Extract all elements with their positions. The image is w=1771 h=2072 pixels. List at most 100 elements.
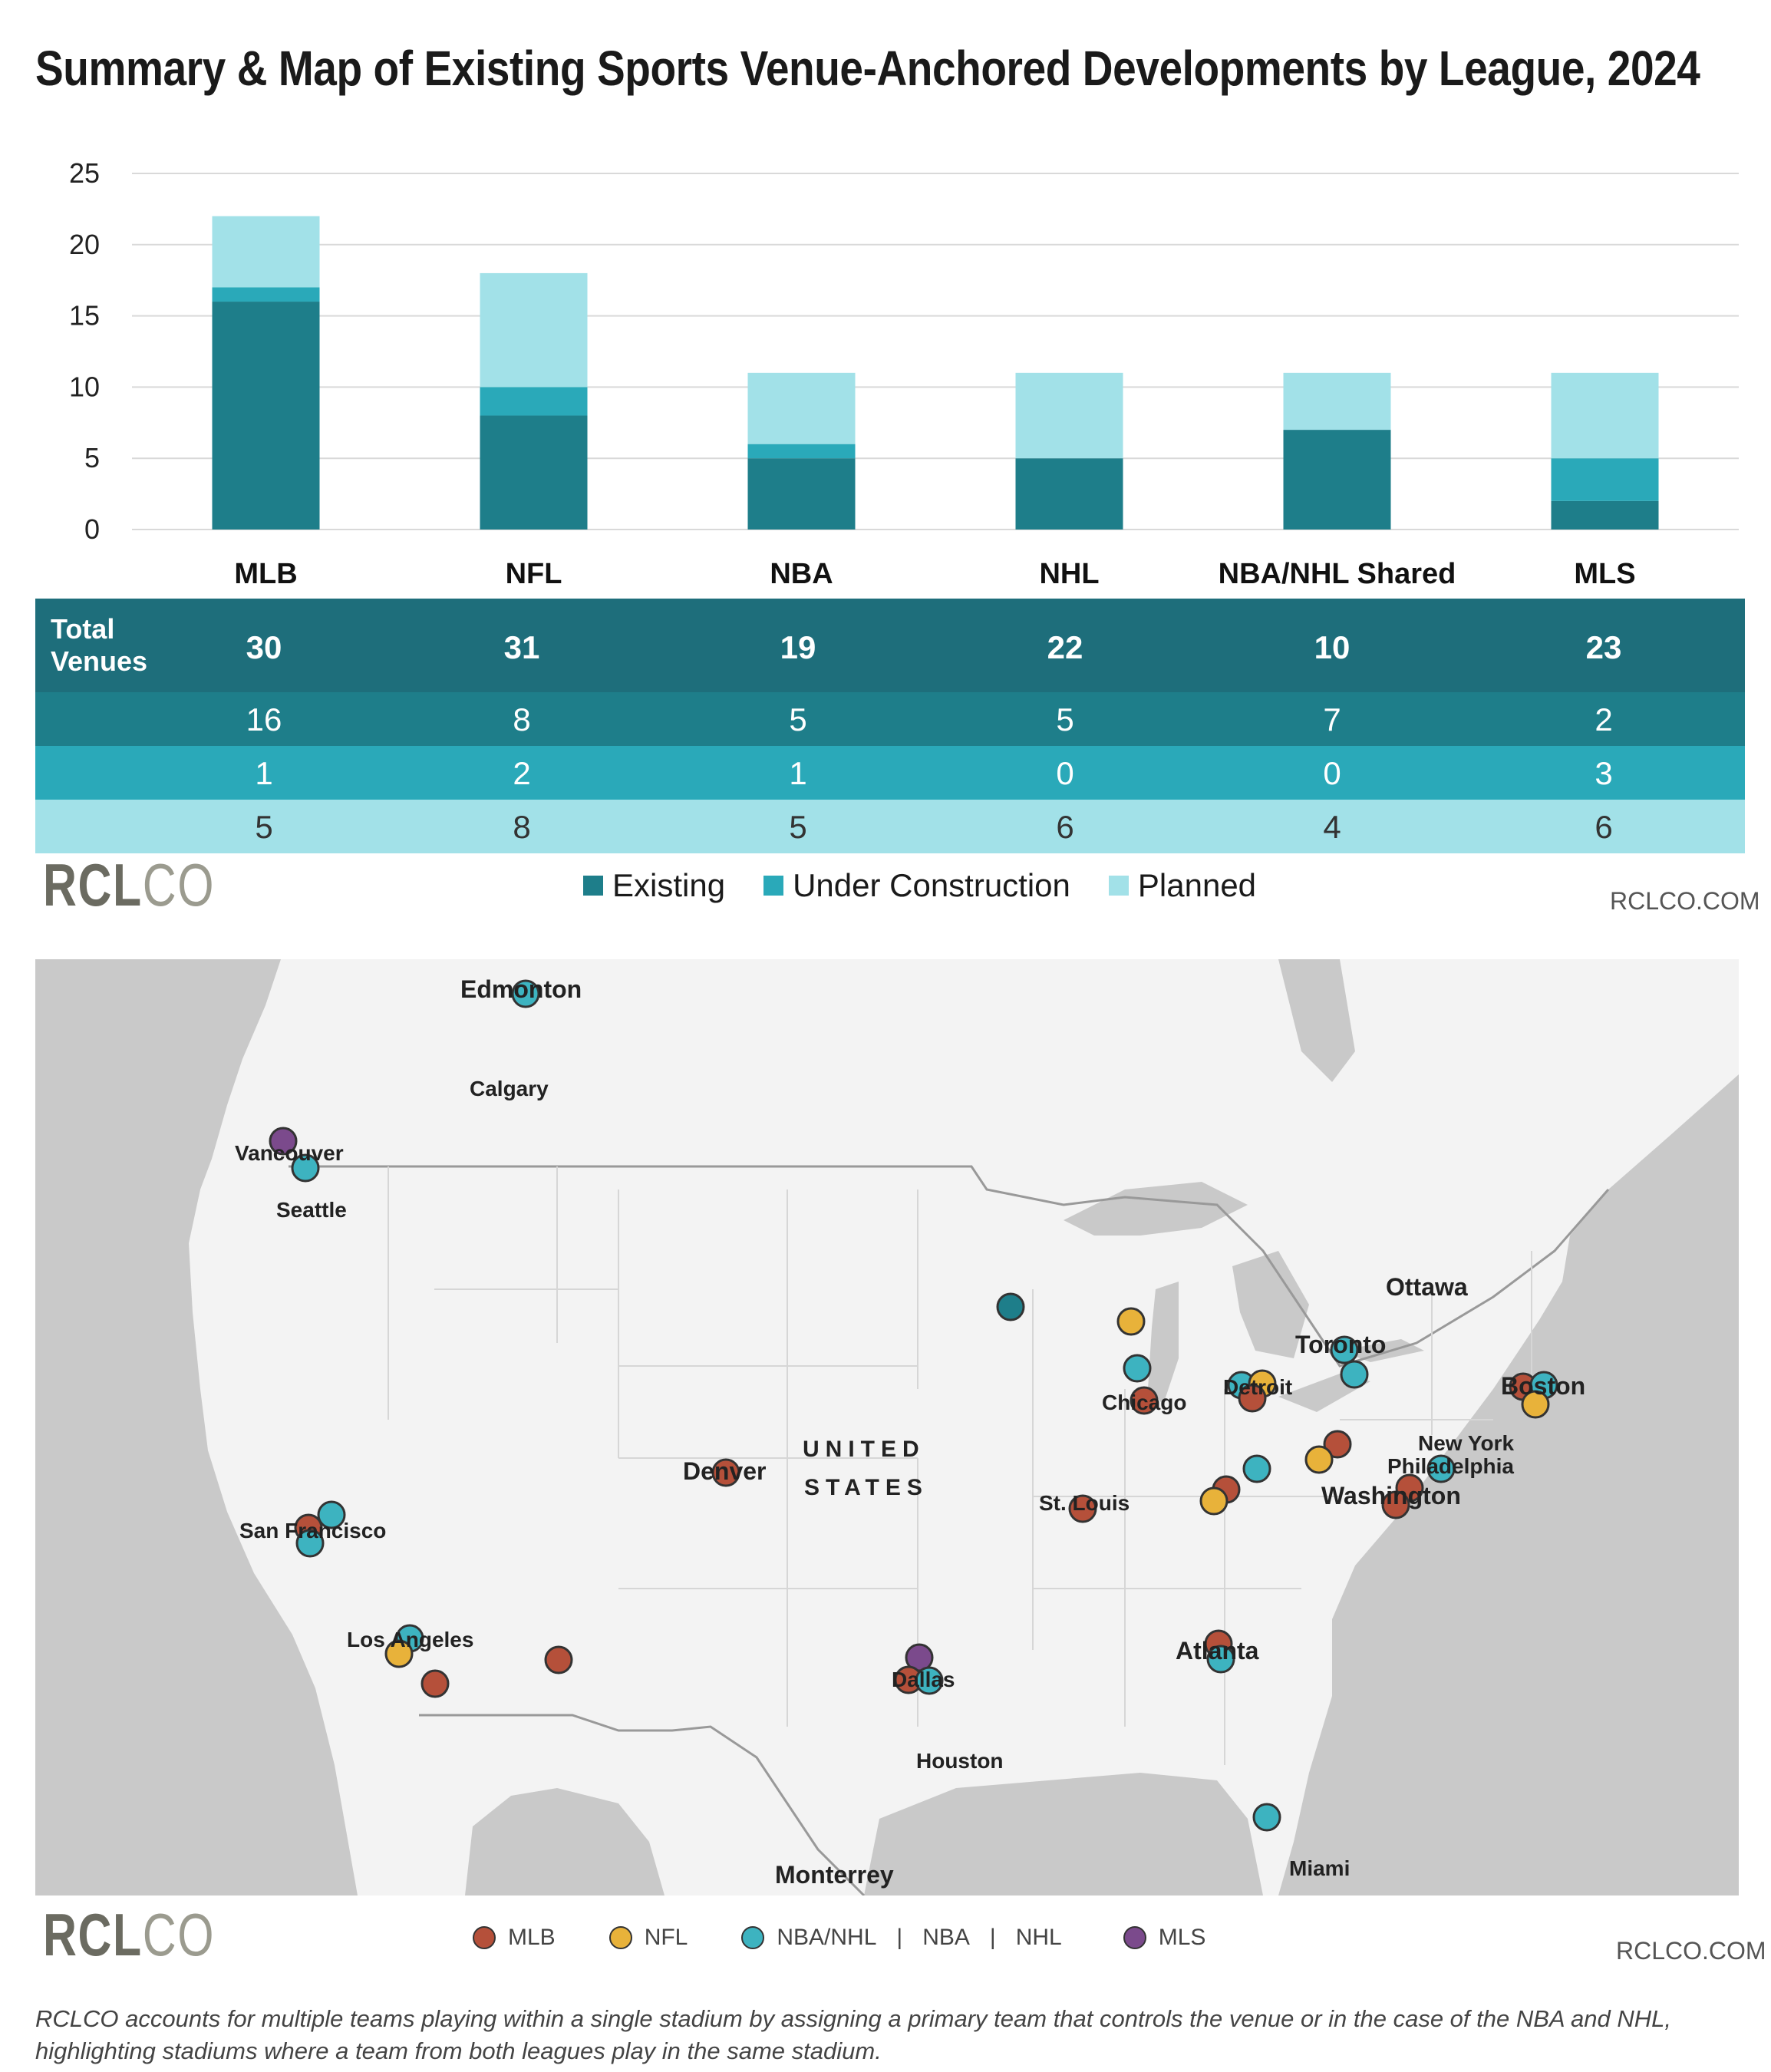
bar-under-construction bbox=[1551, 458, 1659, 501]
map-legend-label: MLB bbox=[508, 1925, 556, 1950]
marker-nba-nhl[interactable] bbox=[1340, 1360, 1369, 1389]
marker-nba-nhl[interactable] bbox=[511, 979, 540, 1008]
nba-nhl-dot-icon bbox=[741, 1926, 765, 1949]
existing-cell: 7 bbox=[1323, 701, 1341, 737]
city-label-toronto: Toronto bbox=[1295, 1331, 1386, 1358]
logo-light-text: CO bbox=[142, 851, 216, 919]
map-legend-nba: NBA bbox=[922, 1925, 970, 1950]
x-category-label: MLB bbox=[234, 558, 297, 590]
x-category-label: NBA bbox=[770, 558, 833, 590]
city-label-dallas: Dallas bbox=[892, 1668, 955, 1691]
map-svg: UNITED STATES bbox=[35, 959, 1739, 1895]
bar-planned bbox=[747, 372, 856, 444]
under-construction-cell: 0 bbox=[1056, 755, 1074, 791]
x-category-label: NBA/NHL Shared bbox=[1219, 558, 1456, 590]
mlb-dot-icon bbox=[473, 1926, 496, 1949]
city-label-st-louis: St. Louis bbox=[1039, 1491, 1130, 1515]
stacked-bar-chart: 0 5 10 15 20 25 MLB NFL NBA NHL NBA/NHL Shared MLS bbox=[69, 157, 1739, 590]
map-legend-nfl: NFL bbox=[608, 1925, 688, 1951]
y-tick-label: 5 bbox=[84, 442, 100, 473]
marker-nfl[interactable] bbox=[1304, 1445, 1334, 1474]
existing-cell: 2 bbox=[1595, 701, 1613, 737]
marker-mlb[interactable] bbox=[711, 1458, 740, 1487]
bar-existing bbox=[480, 415, 588, 530]
legend-under-construction: Under Construction bbox=[763, 867, 1070, 904]
city-label-vancouver: Vancouver bbox=[235, 1141, 344, 1165]
bar-existing bbox=[212, 302, 320, 530]
bar-planned bbox=[1551, 372, 1659, 459]
legend-swatch-under-construction bbox=[763, 876, 784, 896]
map-legend-separator: | bbox=[896, 1925, 903, 1950]
city-label-los-angeles: Los Angeles bbox=[347, 1628, 473, 1651]
marker-nba-nhl[interactable] bbox=[1123, 1354, 1152, 1383]
mexico-border bbox=[419, 1714, 866, 1895]
city-label-new-york: New York bbox=[1418, 1431, 1514, 1455]
marker-mlb[interactable] bbox=[1238, 1384, 1267, 1413]
marker-nba-nhl[interactable] bbox=[996, 1292, 1025, 1321]
y-tick-label: 0 bbox=[84, 513, 100, 545]
marker-nba-nhl[interactable] bbox=[1330, 1335, 1359, 1364]
x-category-label: NFL bbox=[506, 558, 562, 590]
existing-cell: 16 bbox=[246, 701, 282, 737]
legend-existing: Existing bbox=[583, 867, 725, 904]
logo-bold-text: RCL bbox=[43, 1901, 143, 1968]
marker-mlb[interactable] bbox=[1381, 1490, 1410, 1519]
nfl-dot-icon bbox=[608, 1926, 632, 1949]
bar-under-construction bbox=[747, 444, 856, 459]
logo-bold-text: RCL bbox=[43, 851, 143, 919]
marker-mlb[interactable] bbox=[1130, 1386, 1159, 1415]
total-venues-label: Total Venues bbox=[35, 613, 212, 678]
footnote: RCLCO accounts for multiple teams playin… bbox=[35, 2005, 1672, 2064]
lake-ontario bbox=[1340, 1339, 1424, 1362]
marker-nfl[interactable] bbox=[1521, 1390, 1550, 1419]
map-legend-nhl: NHL bbox=[1015, 1925, 1062, 1950]
lake-michigan bbox=[1148, 1282, 1179, 1404]
planned-cell: 6 bbox=[1056, 809, 1074, 845]
map-legend-label: NFL bbox=[644, 1925, 688, 1950]
bar-existing bbox=[1283, 430, 1391, 530]
marker-mlb[interactable] bbox=[420, 1669, 450, 1698]
marker-nba-nhl[interactable] bbox=[295, 1529, 325, 1558]
rclco-logo-bottom: RCLCO bbox=[43, 1900, 215, 1970]
existing-cell: 8 bbox=[513, 701, 531, 737]
total-cell: 23 bbox=[1585, 629, 1622, 665]
bar-under-construction bbox=[212, 287, 320, 302]
city-label-houston: Houston bbox=[916, 1749, 1004, 1773]
venue-map: UNITED STATES bbox=[35, 959, 1739, 1895]
city-label-monterrey: Monterrey bbox=[775, 1861, 894, 1889]
marker-nba-nhl[interactable] bbox=[1242, 1454, 1271, 1483]
planned-cell: 4 bbox=[1323, 809, 1341, 845]
gulf-of-mexico bbox=[864, 1773, 1263, 1895]
marker-mlb[interactable] bbox=[544, 1645, 573, 1674]
planned-cell: 5 bbox=[255, 809, 273, 845]
gulf-of-california bbox=[465, 1788, 665, 1895]
map-legend: MLB NFL NBA/NHL | NBA | NHL MLS bbox=[473, 1925, 1205, 1951]
chart-title: Summary & Map of Existing Sports Venue-A… bbox=[35, 41, 1700, 96]
marker-nfl[interactable] bbox=[1199, 1486, 1228, 1516]
marker-mlb[interactable] bbox=[1323, 1430, 1352, 1459]
bar-planned bbox=[480, 272, 588, 388]
city-label-miami: Miami bbox=[1289, 1856, 1350, 1880]
pacific-ocean bbox=[35, 959, 358, 1895]
y-tick-label: 15 bbox=[69, 300, 100, 332]
total-label-line2: Venues bbox=[51, 645, 148, 677]
city-label-san-francisco: San Francisco bbox=[239, 1519, 386, 1542]
marker-mls[interactable] bbox=[269, 1127, 298, 1156]
marker-nfl[interactable] bbox=[1116, 1307, 1146, 1336]
map-legend-label: MLS bbox=[1158, 1925, 1206, 1950]
marker-nba-nhl[interactable] bbox=[1426, 1454, 1456, 1483]
total-label-line1: Total bbox=[51, 613, 115, 645]
city-label-denver: Denver bbox=[683, 1457, 767, 1485]
marker-nba-nhl[interactable] bbox=[915, 1666, 944, 1695]
total-cell: 10 bbox=[1314, 629, 1351, 665]
canada-border bbox=[289, 1165, 1610, 1368]
marker-nba-nhl[interactable] bbox=[1252, 1803, 1281, 1832]
legend-label: Planned bbox=[1137, 867, 1257, 903]
marker-nfl[interactable] bbox=[384, 1639, 414, 1668]
marker-nba-nhl[interactable] bbox=[291, 1153, 320, 1183]
country-label-line1: UNITED bbox=[803, 1437, 925, 1462]
under-construction-cell: 2 bbox=[513, 755, 531, 791]
marker-nba-nhl[interactable] bbox=[317, 1500, 346, 1529]
marker-mlb[interactable] bbox=[1068, 1494, 1097, 1523]
marker-nba-nhl[interactable] bbox=[1206, 1645, 1235, 1674]
